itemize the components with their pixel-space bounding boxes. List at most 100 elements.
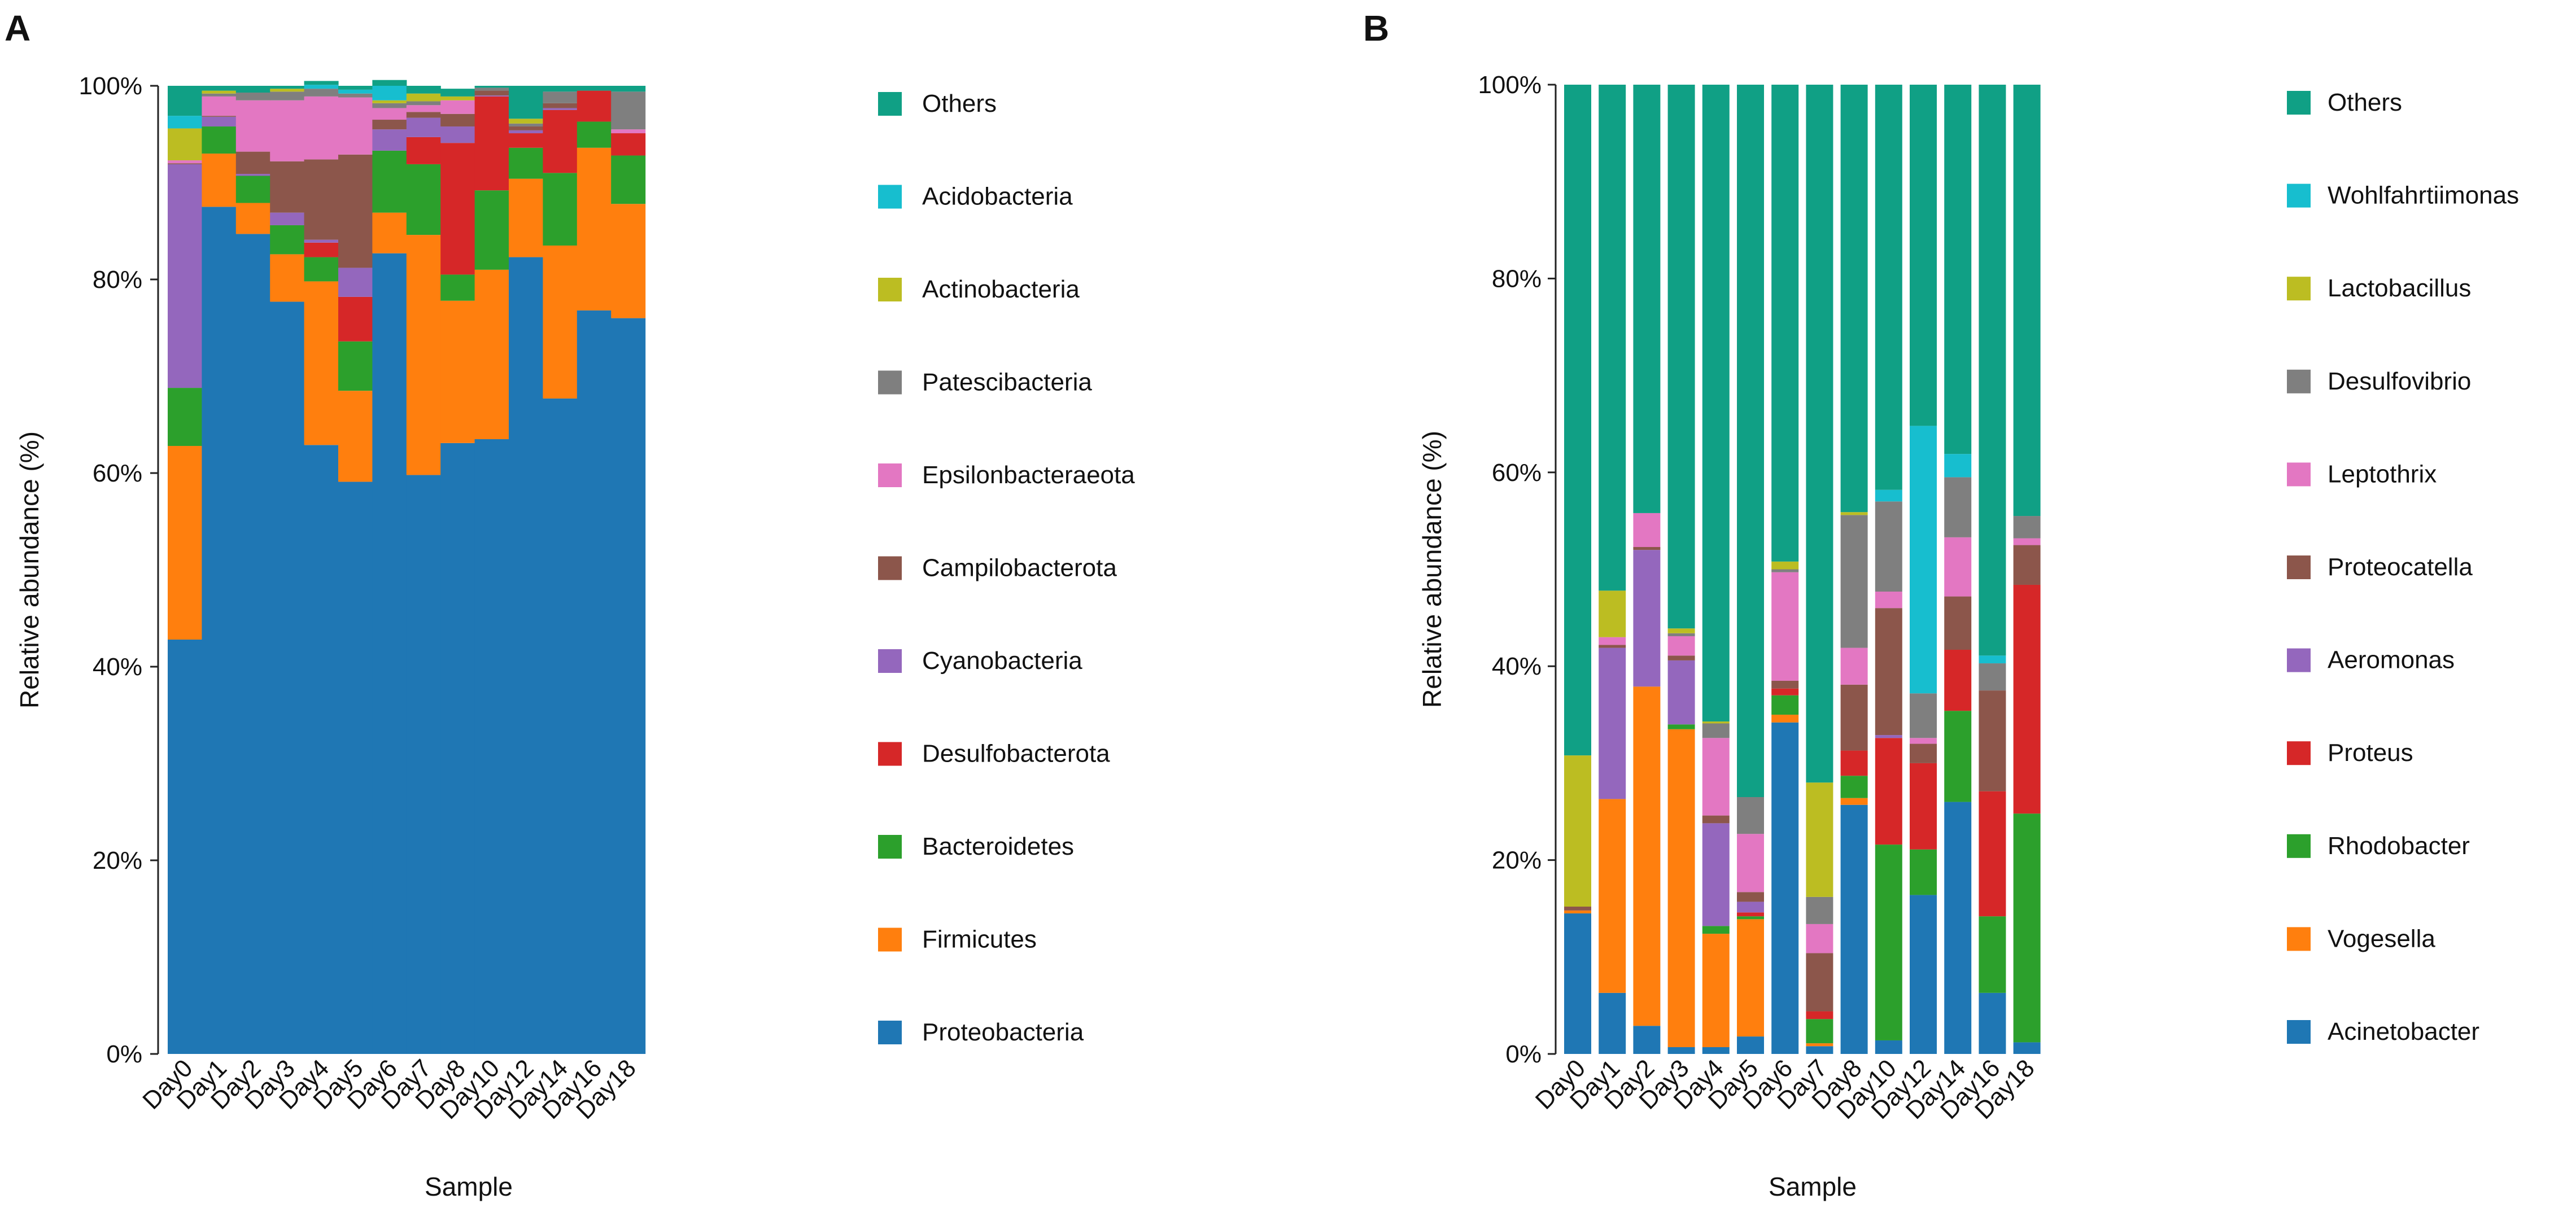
bar-segment-day6-firmicutes bbox=[372, 212, 407, 253]
bar-segment-day7-firmicutes bbox=[406, 235, 441, 475]
bar-segment-day6-acinetobacter bbox=[1771, 722, 1799, 1054]
bar-segment-day5-patescibacteria bbox=[338, 93, 373, 98]
bar-segment-day10-others bbox=[1875, 85, 1902, 490]
legend-swatch-cyanobacteria bbox=[878, 649, 902, 673]
bar-segment-day14-patescibacteria bbox=[543, 91, 578, 103]
bar-segment-day16-desulfovibrio bbox=[1979, 663, 2006, 691]
bar-segment-day2-vogesella bbox=[1633, 686, 1661, 1026]
bar-segment-day4-desulfovibrio bbox=[1702, 723, 1730, 738]
legend-swatch-proteocatella bbox=[2287, 555, 2311, 579]
bar-segment-day0-vogesella bbox=[1564, 910, 1591, 914]
bar-segment-day8-others bbox=[440, 89, 475, 97]
bar-segment-day6-patescibacteria bbox=[372, 103, 407, 108]
bar-segment-day0-cyanobacteria bbox=[168, 164, 202, 388]
bar-segment-day3-proteocatella bbox=[1667, 655, 1695, 660]
y-tick-label: 100% bbox=[78, 72, 142, 100]
legend-label-desulfobacterota: Desulfobacterota bbox=[922, 740, 1110, 768]
legend-swatch-proteobacteria bbox=[878, 1021, 902, 1044]
bar-segment-day12-campilobacterota bbox=[509, 126, 543, 130]
bar-segment-day16-rhodobacter bbox=[1979, 916, 2006, 993]
bar-segment-day5-acinetobacter bbox=[1737, 1036, 1764, 1054]
legend-label-campilobacterota: Campilobacterota bbox=[922, 554, 1117, 582]
legend-swatch-rhodobacter bbox=[2287, 834, 2311, 858]
bar-segment-day3-desulfovibrio bbox=[1667, 633, 1695, 636]
bar-segment-day2-acinetobacter bbox=[1633, 1026, 1661, 1054]
bar-segment-day0-actinobacteria bbox=[168, 128, 202, 161]
bar-segment-day7-rhodobacter bbox=[1806, 1019, 1833, 1044]
bar-segment-day7-leptothrix bbox=[1806, 924, 1833, 953]
legend-label-others: Others bbox=[922, 90, 997, 117]
bar-segment-day12-leptothrix bbox=[1910, 738, 1937, 744]
bar-segment-day4-vogesella bbox=[1702, 934, 1730, 1047]
bar-segment-day12-acinetobacter bbox=[1910, 895, 1937, 1054]
bar-segment-day3-aeromonas bbox=[1667, 660, 1695, 725]
legend-swatch-firmicutes bbox=[878, 927, 902, 952]
bar-segment-day5-bacteroidetes bbox=[338, 341, 373, 391]
bar-segment-day5-proteocatella bbox=[1737, 892, 1764, 902]
bar-segment-day10-rhodobacter bbox=[1875, 845, 1902, 1040]
bar-segment-day1-others bbox=[202, 86, 237, 91]
bar-segment-day12-actinobacteria bbox=[509, 119, 543, 124]
bar-segment-day6-campilobacterota bbox=[372, 120, 407, 130]
bar-segment-day8-desulfobacterota bbox=[440, 143, 475, 275]
bar-segment-day8-lactobacillus bbox=[1840, 512, 1868, 515]
bar-segment-day14-acinetobacter bbox=[1944, 802, 1972, 1054]
bar-segment-day4-desulfobacterota bbox=[304, 242, 339, 257]
bar-segment-day4-acinetobacter bbox=[1702, 1047, 1730, 1054]
y-tick-label: 40% bbox=[93, 653, 142, 681]
bar-segment-day8-vogesella bbox=[1840, 798, 1868, 805]
legend-label-wohlfahrtiimonas: Wohlfahrtiimonas bbox=[2328, 182, 2519, 209]
bar-segment-day8-epsilonbacteraeota bbox=[440, 100, 475, 114]
bar-segment-day4-patescibacteria bbox=[304, 89, 339, 97]
bar-segment-day7-actinobacteria bbox=[406, 93, 441, 102]
bar-segment-day8-campilobacterota bbox=[440, 113, 475, 127]
bar-segment-day1-patescibacteria bbox=[202, 93, 237, 97]
bar-segment-day7-cyanobacteria bbox=[406, 117, 441, 137]
bar-segment-day4-campilobacterota bbox=[304, 159, 339, 240]
bar-segment-day1-proteocatella bbox=[1599, 645, 1626, 648]
bar-segment-day3-bacteroidetes bbox=[270, 225, 305, 255]
bar-segment-day7-desulfovibrio bbox=[1806, 896, 1833, 924]
bar-segment-day7-lactobacillus bbox=[1806, 782, 1833, 897]
y-tick-label: 20% bbox=[93, 847, 142, 874]
bar-segment-day7-bacteroidetes bbox=[406, 164, 441, 235]
bar-segment-day8-actinobacteria bbox=[440, 96, 475, 100]
legend-swatch-bacteroidetes bbox=[878, 835, 902, 859]
bar-segment-day8-proteus bbox=[1840, 750, 1868, 776]
bar-segment-day18-rhodobacter bbox=[2013, 813, 2041, 1043]
bar-segment-day10-desulfobacterota bbox=[474, 96, 509, 191]
bar-segment-day3-campilobacterota bbox=[270, 161, 305, 213]
bar-segment-day10-proteus bbox=[1875, 738, 1902, 845]
bar-segment-day4-leptothrix bbox=[1702, 738, 1730, 816]
bar-segment-day14-proteobacteria bbox=[543, 398, 578, 1054]
y-tick-label: 80% bbox=[1492, 265, 1542, 292]
bar-segment-day14-bacteroidetes bbox=[543, 173, 578, 246]
bar-segment-day8-bacteroidetes bbox=[440, 274, 475, 301]
bar-segment-day4-rhodobacter bbox=[1702, 926, 1730, 934]
bar-segment-day5-vogesella bbox=[1737, 919, 1764, 1037]
bar-segment-day1-acinetobacter bbox=[1599, 992, 1626, 1054]
bar-segment-day16-proteocatella bbox=[1979, 690, 2006, 791]
y-tick-label: 60% bbox=[93, 460, 142, 487]
bar-segment-day6-proteus bbox=[1771, 688, 1799, 695]
bar-segment-day7-patescibacteria bbox=[406, 101, 441, 106]
legend-swatch-patescibacteria bbox=[878, 370, 902, 395]
bar-segment-day3-acinetobacter bbox=[1667, 1047, 1695, 1054]
legend-swatch-wohlfahrtiimonas bbox=[2287, 183, 2311, 208]
bar-segment-day1-actinobacteria bbox=[202, 90, 237, 94]
bar-segment-day16-others bbox=[577, 86, 612, 91]
bar-segment-day12-proteobacteria bbox=[509, 257, 543, 1055]
bar-segment-day2-others bbox=[1633, 85, 1661, 513]
bar-segment-day18-patescibacteria bbox=[611, 91, 646, 130]
legend-label-proteocatella: Proteocatella bbox=[2328, 553, 2473, 581]
bar-segment-day10-wohlfahrtiimonas bbox=[1875, 489, 1902, 502]
bar-segment-day0-others bbox=[168, 86, 202, 116]
y-tick-label: 20% bbox=[1492, 847, 1542, 874]
bar-segment-day4-aeromonas bbox=[1702, 823, 1730, 926]
bar-segment-day6-others bbox=[1771, 85, 1799, 562]
bar-segment-day4-firmicutes bbox=[304, 281, 339, 445]
bar-segment-day3-lactobacillus bbox=[1667, 628, 1695, 633]
y-tick-label: 80% bbox=[93, 266, 142, 294]
bar-segment-day8-desulfovibrio bbox=[1840, 515, 1868, 648]
